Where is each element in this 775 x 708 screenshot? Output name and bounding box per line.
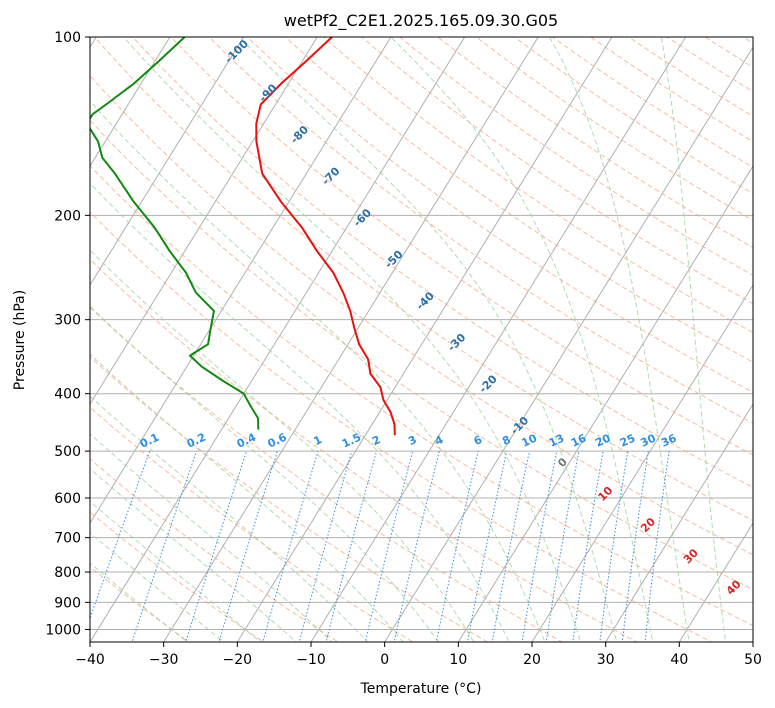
dry-adiabat-line: [90, 356, 489, 642]
x-tick-label: 0: [380, 652, 389, 668]
mixing-ratio-line: [131, 450, 198, 642]
dry-adiabat-line: [90, 566, 190, 642]
y-tick-label: 700: [54, 531, 81, 547]
mixing-ratio-line: [298, 450, 353, 642]
mixing-ratio-label: 20: [593, 431, 613, 449]
moist-adiabat-line: [90, 395, 369, 642]
moist-adiabat-line: [90, 249, 475, 642]
dry-adiabat-line: [132, 37, 753, 488]
moist-adiabat-line: [90, 562, 189, 642]
isotherm-line: [531, 284, 753, 642]
dry-adiabat-line: [246, 37, 753, 393]
isotherm-line: [90, 37, 245, 287]
mixing-ratio-line: [218, 450, 278, 642]
moist-adiabat-line: [90, 500, 261, 642]
mixing-ratio-line: [467, 450, 508, 642]
x-tick-label: −20: [223, 652, 253, 668]
dry-adiabat-line: [90, 74, 753, 556]
isotherm-line: [236, 37, 613, 642]
mixing-ratio-line: [572, 451, 604, 642]
isotherm-line: [90, 37, 318, 406]
moist-adiabat-line: [90, 100, 546, 642]
x-tick-label: 10: [449, 652, 467, 668]
mixing-ratio-line: [599, 451, 629, 642]
axes: −40 −30 −20 −10 0 10 20 30 40 50 100 200 300 400 500 60…: [45, 30, 762, 668]
moist-adiabat-line: [390, 37, 654, 642]
plot-area: [90, 37, 753, 642]
mixing-ratio-label: 10: [520, 431, 540, 449]
mixing-ratio-line: [185, 450, 248, 642]
x-tick-label: 30: [597, 652, 615, 668]
y-tick-label: 600: [54, 491, 81, 507]
y-tick-label: 1000: [45, 622, 81, 638]
mixing-ratio-line: [545, 451, 580, 642]
mixing-ratio-line: [325, 450, 378, 642]
mixing-ratio-label: 16: [569, 431, 589, 449]
isotherm-line: [90, 37, 466, 642]
isotherm-line: [678, 522, 753, 642]
mixing-ratio-label: 25: [618, 432, 637, 450]
isotherm-line: [457, 165, 753, 642]
moist-adiabat-line: [549, 37, 690, 642]
mixing-ratio-line: [262, 450, 319, 642]
y-axis-title: Pressure (hPa): [12, 290, 28, 390]
isotherm-line: [605, 403, 753, 642]
isotherm-line: [90, 37, 171, 168]
x-axis-title: Temperature (°C): [360, 681, 482, 697]
mixing-ratio-line: [393, 450, 440, 642]
x-tick-label: −40: [75, 652, 105, 668]
moist-adiabat-line: [90, 305, 440, 642]
x-tick-label: 40: [670, 652, 688, 668]
y-tick-label: 800: [54, 565, 81, 581]
mixing-ratio-line: [621, 451, 649, 642]
isotherm-line: [163, 37, 539, 642]
dry-adiabat-line: [90, 406, 414, 642]
dry-adiabat-line: [90, 258, 639, 642]
dry-adiabat-line: [90, 119, 753, 591]
dry-adiabat-line: [90, 165, 753, 627]
moist-adiabat-line: [90, 532, 225, 642]
moist-adiabat-line: [238, 37, 618, 642]
dry-adiabat-line: [170, 37, 753, 456]
x-tick-label: −10: [296, 652, 326, 668]
moist-adiabat-line: [123, 37, 582, 642]
y-tick-label: 500: [54, 444, 81, 460]
mixing-ratio-line: [644, 451, 670, 642]
x-tick-label: 20: [523, 652, 541, 668]
mixing-ratio-line: [491, 450, 530, 642]
dry-adiabat-line: [90, 211, 713, 642]
y-tick-label: 100: [54, 30, 81, 46]
dry-adiabat-line: [90, 511, 265, 642]
mixing-ratio-line: [90, 450, 151, 620]
moist-adiabat-line: [660, 37, 727, 642]
mixing-ratio-line: [435, 450, 479, 642]
mixing-ratio-label: 13: [547, 432, 566, 450]
moist-adiabat-line: [90, 468, 298, 642]
mixing-ratio-label: 36: [659, 431, 679, 449]
y-tick-label: 300: [54, 313, 81, 329]
temperature-profile-line: [255, 37, 396, 436]
dewpoint-profile-line: [90, 37, 260, 430]
isotherm-line: [384, 46, 753, 642]
mixing-ratio-label: 30: [638, 431, 658, 449]
y-tick-label: 200: [54, 208, 81, 224]
y-tick-label: 900: [54, 595, 81, 611]
x-tick-label: 50: [744, 652, 762, 668]
dry-adiabat-line: [208, 37, 753, 424]
y-tick-label: 400: [54, 387, 81, 403]
chart-title: wetPf2_C2E1.2025.165.09.30.G05: [284, 11, 558, 31]
isotherm-line: [90, 37, 392, 524]
mixing-ratio-line: [521, 451, 558, 642]
x-tick-label: −30: [149, 652, 179, 668]
mixing-ratio-line: [364, 450, 414, 642]
plot-frame: [89, 36, 754, 643]
